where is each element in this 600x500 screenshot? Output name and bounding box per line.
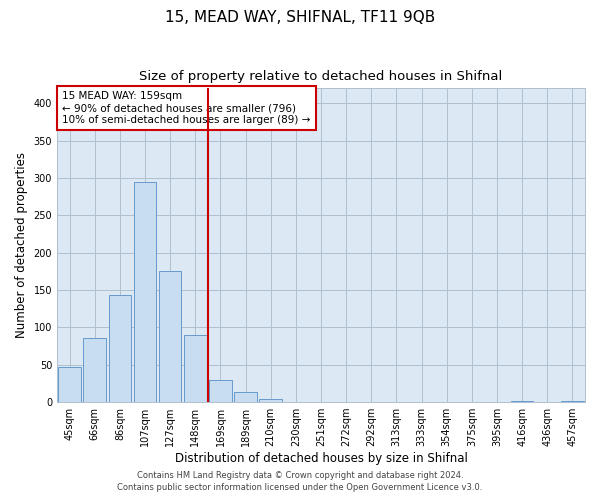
Text: 15 MEAD WAY: 159sqm
← 90% of detached houses are smaller (796)
10% of semi-detac: 15 MEAD WAY: 159sqm ← 90% of detached ho… [62,92,311,124]
Bar [58,367,81,402]
Text: Contains HM Land Registry data © Crown copyright and database right 2024.
Contai: Contains HM Land Registry data © Crown c… [118,471,482,492]
Bar [234,392,257,402]
Bar [134,182,157,402]
Bar [511,400,533,402]
Bar [83,338,106,402]
Text: 15, MEAD WAY, SHIFNAL, TF11 9QB: 15, MEAD WAY, SHIFNAL, TF11 9QB [165,10,435,25]
Bar [209,380,232,402]
Y-axis label: Number of detached properties: Number of detached properties [15,152,28,338]
Bar [159,272,181,402]
Title: Size of property relative to detached houses in Shifnal: Size of property relative to detached ho… [139,70,503,83]
Bar [184,335,206,402]
Bar [109,294,131,402]
Bar [561,400,584,402]
Bar [259,399,282,402]
X-axis label: Distribution of detached houses by size in Shifnal: Distribution of detached houses by size … [175,452,467,465]
